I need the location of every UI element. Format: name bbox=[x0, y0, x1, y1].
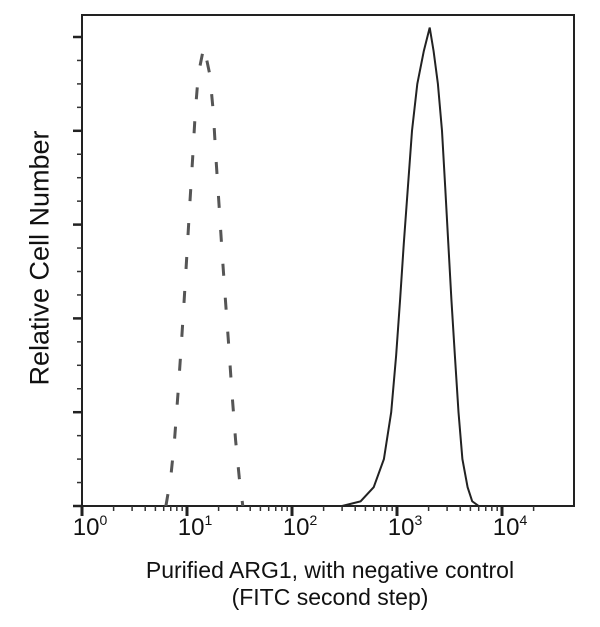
x-tick-label: 100 bbox=[72, 512, 108, 541]
y-axis-label: Relative Cell Number bbox=[24, 130, 55, 386]
data-series bbox=[164, 27, 480, 507]
x-tick-label: 104 bbox=[492, 512, 528, 541]
x-tick-label: 102 bbox=[282, 512, 318, 541]
negative-control-curve bbox=[164, 46, 245, 507]
x-axis-ticks bbox=[80, 506, 535, 516]
y-axis-ticks bbox=[73, 35, 82, 508]
arg1-curve bbox=[341, 27, 480, 507]
x-axis-label-line1: Purified ARG1, with negative control bbox=[145, 557, 515, 583]
x-axis-label-line2: (FITC second step) bbox=[231, 584, 429, 610]
x-tick-label: 101 bbox=[177, 512, 213, 541]
x-tick-label: 103 bbox=[387, 512, 423, 541]
x-axis-label: Purified ARG1, with negative control (FI… bbox=[0, 557, 600, 611]
plot-frame bbox=[81, 14, 575, 507]
